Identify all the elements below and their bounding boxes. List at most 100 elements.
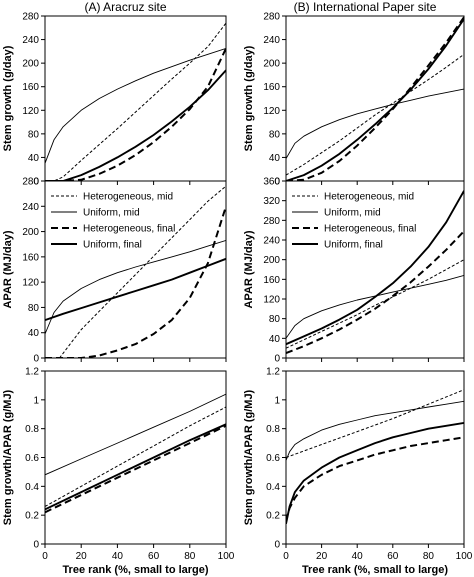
y-tick-label: 200 — [263, 59, 280, 70]
x-tick-label: 0 — [283, 551, 289, 562]
y-tick-label: 120 — [22, 278, 39, 289]
series-line-heterogeneous-final — [286, 436, 464, 522]
x-tick-label: 80 — [423, 551, 435, 562]
y-tick-label: 1.2 — [266, 367, 280, 378]
series-line-heterogeneous-mid — [59, 185, 226, 358]
legend-label: Uniform, mid — [83, 208, 140, 219]
series-line-uniform-mid — [286, 400, 464, 461]
x-tick-label: 60 — [148, 551, 160, 562]
x-tick-label: 100 — [218, 551, 235, 562]
y-tick-label: 80 — [28, 129, 40, 140]
plot-frame — [44, 180, 227, 359]
legend-label: Heterogeneous, final — [83, 224, 175, 235]
plot-frame — [285, 180, 465, 359]
y-tick-label: 80 — [269, 129, 281, 140]
legend: Heterogeneous, mid Uniform, mid Heterogene… — [292, 192, 416, 251]
y-tick-label: 160 — [22, 82, 39, 93]
y-axis-label: APAR (MJ/day) — [2, 230, 14, 308]
y-tick-label: 280 — [22, 177, 39, 188]
y-tick-label: 80 — [28, 303, 40, 314]
y-tick-label: 200 — [22, 227, 39, 238]
x-axis-label: Tree rank (%, small to large) — [62, 564, 208, 576]
y-tick-label: 160 — [263, 82, 280, 93]
y-tick-label: 0 — [33, 354, 39, 365]
y-tick-label: 240 — [263, 236, 280, 247]
panel-b-bottom: 0 0.2 0.4 0.6 0.8 1 1.2 0 20 40 60 80 100 Stem growth… — [243, 367, 473, 577]
y-tick-label: 40 — [269, 334, 281, 345]
series-line-heterogeneous-final — [45, 47, 226, 181]
series-line-uniform-final — [286, 421, 464, 524]
x-tick-label: 20 — [316, 551, 328, 562]
y-tick-label: 0.8 — [25, 424, 39, 435]
series-line-uniform-mid — [286, 274, 464, 339]
x-axis-label: Tree rank (%, small to large) — [302, 564, 448, 576]
y-tick-label: 0 — [33, 177, 39, 188]
y-tick-label: 40 — [28, 328, 40, 339]
panel-b-top: 0 40 80 120 160 200 240 280 (B) International Pa… — [243, 0, 465, 188]
y-tick-label: 0 — [274, 177, 280, 188]
panel-a-top: 0 40 80 120 160 200 240 280 (A) Aracruz site Stem… — [2, 0, 227, 188]
y-axis-label: APAR (MJ/day) — [243, 230, 255, 308]
legend-label: Uniform, final — [83, 240, 142, 251]
legend-label: Heterogeneous, mid — [83, 192, 173, 203]
y-tick-label: 120 — [22, 106, 39, 117]
y-tick-label: 0 — [274, 354, 280, 365]
series-line-heterogeneous-final — [45, 424, 226, 514]
y-axis-label: Stem growth/APAR (g/MJ) — [243, 389, 255, 525]
y-tick-label: 0.2 — [25, 511, 39, 522]
series-line-uniform-final — [286, 190, 464, 346]
series-line-heterogeneous-final — [45, 205, 226, 358]
y-tick-label: 280 — [263, 12, 280, 23]
panel-title: (A) Aracruz site — [84, 0, 166, 14]
y-tick-label: 80 — [269, 314, 281, 325]
series-line-uniform-final — [286, 18, 464, 181]
y-tick-label: 120 — [263, 295, 280, 306]
y-tick-label: 160 — [263, 275, 280, 286]
series-line-uniform-final — [45, 423, 226, 511]
series-line-heterogeneous-mid — [45, 406, 226, 507]
x-tick-label: 40 — [112, 551, 124, 562]
y-axis-label: Stem growth (g/day) — [2, 45, 14, 151]
series-line-heterogeneous-mid — [286, 259, 464, 349]
y-axis-label: Stem growth (g/day) — [243, 45, 255, 151]
y-axis-label: Stem growth/APAR (g/MJ) — [2, 389, 14, 525]
series-line-uniform-mid — [45, 47, 226, 164]
y-tick-label: 0.4 — [25, 482, 39, 493]
x-tick-label: 20 — [76, 551, 88, 562]
y-tick-label: 200 — [22, 59, 39, 70]
panel-b-mid: 0 40 80 120 160 200 240 280 320 360 APAR (MJ/day) H… — [243, 177, 465, 365]
y-tick-label: 0.6 — [266, 453, 280, 464]
series-line-uniform-final — [45, 257, 226, 321]
panel-a-mid: 0 40 80 120 160 200 240 280 APAR (MJ/day) Heterog… — [2, 177, 227, 365]
plot-frame — [285, 15, 465, 182]
y-tick-label: 0 — [33, 540, 39, 551]
y-tick-label: 240 — [22, 202, 39, 213]
series-line-heterogeneous-final — [286, 16, 464, 181]
y-tick-label: 40 — [28, 153, 40, 164]
series-line-uniform-final — [45, 69, 226, 181]
y-tick-label: 200 — [263, 255, 280, 266]
series-line-heterogeneous-final — [286, 230, 464, 355]
y-tick-label: 1 — [274, 395, 280, 406]
series-line-uniform-mid — [45, 393, 226, 476]
y-tick-label: 360 — [263, 177, 280, 188]
y-tick-label: 1.2 — [25, 367, 39, 378]
y-tick-label: 280 — [22, 12, 39, 23]
series-line-uniform-mid — [286, 88, 464, 159]
y-tick-label: 40 — [269, 153, 281, 164]
series-line-heterogeneous-mid — [45, 22, 226, 181]
y-tick-label: 280 — [263, 216, 280, 227]
series-line-heterogeneous-mid — [286, 389, 464, 458]
y-tick-label: 240 — [263, 35, 280, 46]
series-line-heterogeneous-mid — [286, 53, 464, 176]
legend: Heterogeneous, mid Uniform, mid Heterogene… — [51, 192, 175, 251]
y-tick-label: 1 — [33, 395, 39, 406]
y-tick-label: 0.6 — [25, 453, 39, 464]
legend-label: Uniform, mid — [324, 208, 381, 219]
y-tick-label: 0.4 — [266, 482, 280, 493]
x-tick-label: 80 — [184, 551, 196, 562]
plot-frame — [285, 370, 465, 545]
panel-title: (B) International Paper site — [294, 0, 437, 14]
y-tick-label: 160 — [22, 252, 39, 263]
